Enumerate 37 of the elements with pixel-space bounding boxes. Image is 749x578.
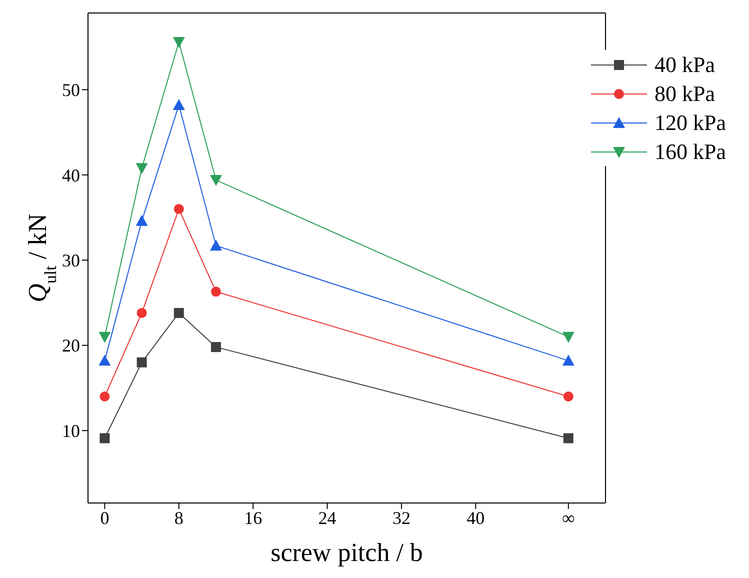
point — [210, 286, 221, 297]
point — [210, 240, 222, 251]
y-tick-label: 40 — [62, 165, 80, 186]
x-tick-label: 0 — [100, 508, 110, 528]
y-tick-label: 50 — [62, 80, 80, 100]
x-tick-label: 8 — [174, 508, 184, 528]
legend-label: 40 kPa — [654, 52, 715, 78]
y-tick-label: 20 — [62, 336, 80, 356]
point — [136, 214, 148, 226]
legend-label: 80 kPa — [654, 80, 715, 106]
point — [100, 391, 110, 402]
x-tick-label: 24 — [318, 508, 336, 528]
point — [210, 175, 222, 186]
x-axis-title: screw pitch / b — [270, 538, 423, 567]
point — [174, 204, 184, 214]
point — [136, 357, 147, 368]
y-tick-label: 10 — [62, 420, 80, 441]
y-tick-label: 30 — [62, 250, 80, 271]
point — [562, 332, 574, 343]
point — [136, 308, 147, 318]
legend-label: 160 kPa — [654, 138, 726, 164]
point — [98, 354, 111, 366]
x-tick-label: 32 — [392, 508, 410, 528]
legend-label: 120 kPa — [654, 110, 726, 136]
point — [562, 354, 574, 366]
point — [172, 99, 185, 110]
point — [563, 433, 574, 444]
point — [210, 342, 221, 352]
point — [136, 163, 148, 174]
point — [174, 308, 184, 318]
point — [172, 36, 185, 48]
point — [98, 332, 111, 343]
x-tick-label: 40 — [466, 508, 485, 528]
x-tick-label: ∞ — [562, 508, 575, 528]
x-tick-label: 16 — [244, 508, 262, 528]
point — [563, 391, 574, 402]
point — [100, 433, 110, 444]
